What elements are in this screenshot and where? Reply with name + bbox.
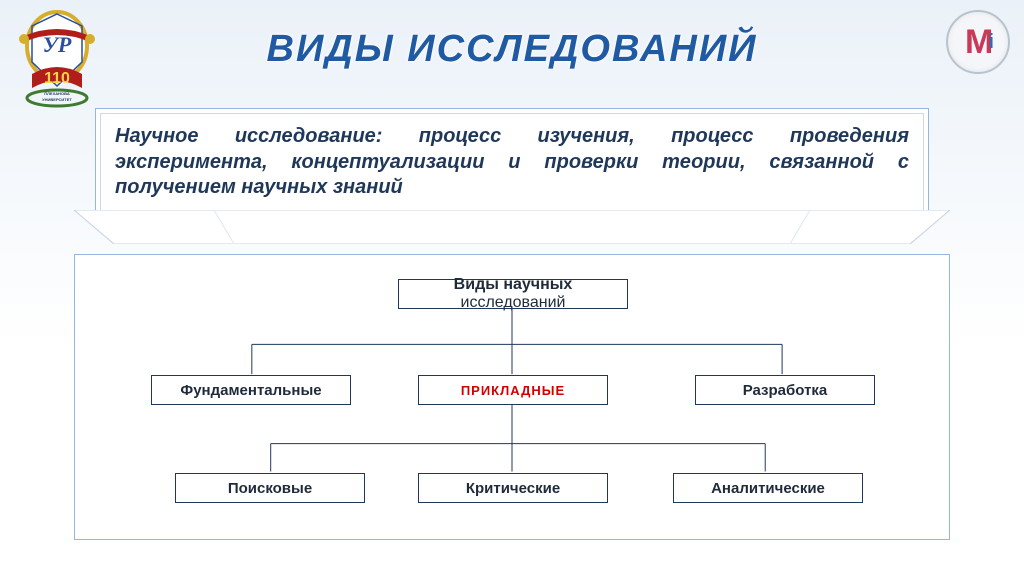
node-critical-label: Критические xyxy=(466,480,560,497)
research-types-chart: Виды научных исследований Фундаментальны… xyxy=(74,254,950,540)
node-search-label: Поисковые xyxy=(228,480,312,497)
node-root: Виды научных исследований xyxy=(398,279,628,309)
connector-wedge xyxy=(74,210,950,244)
definition-box: Научное исследование: процесс изучения, … xyxy=(95,108,929,217)
svg-text:ПЛЕХАНОВА: ПЛЕХАНОВА xyxy=(44,91,70,96)
university-emblem: УР 110 ПЛЕХАНОВА УНИВЕРСИТЕТ xyxy=(12,8,102,108)
node-development: Разработка xyxy=(695,375,875,405)
mi-badge-i: i xyxy=(988,31,991,54)
node-search: Поисковые xyxy=(175,473,365,503)
mi-badge: M i xyxy=(946,10,1010,74)
svg-text:УНИВЕРСИТЕТ: УНИВЕРСИТЕТ xyxy=(42,97,72,102)
node-applied-label: ПРИКЛАДНЫЕ xyxy=(461,383,565,398)
node-fundamental: Фундаментальные xyxy=(151,375,351,405)
node-applied: ПРИКЛАДНЫЕ xyxy=(418,375,608,405)
svg-text:110: 110 xyxy=(44,70,70,87)
definition-text: Научное исследование: процесс изучения, … xyxy=(100,113,924,212)
node-analytical-label: Аналитические xyxy=(711,480,825,497)
node-root-bold: Виды научных xyxy=(454,276,573,293)
node-critical: Критические xyxy=(418,473,608,503)
svg-text:УР: УР xyxy=(43,32,72,57)
node-analytical: Аналитические xyxy=(673,473,863,503)
mi-badge-m: M xyxy=(965,23,990,62)
node-development-label: Разработка xyxy=(743,382,828,399)
node-fundamental-label: Фундаментальные xyxy=(180,382,321,399)
node-root-thin: исследований xyxy=(461,294,566,311)
slide-title: ВИДЫ ИССЛЕДОВАНИЙ xyxy=(267,28,758,71)
